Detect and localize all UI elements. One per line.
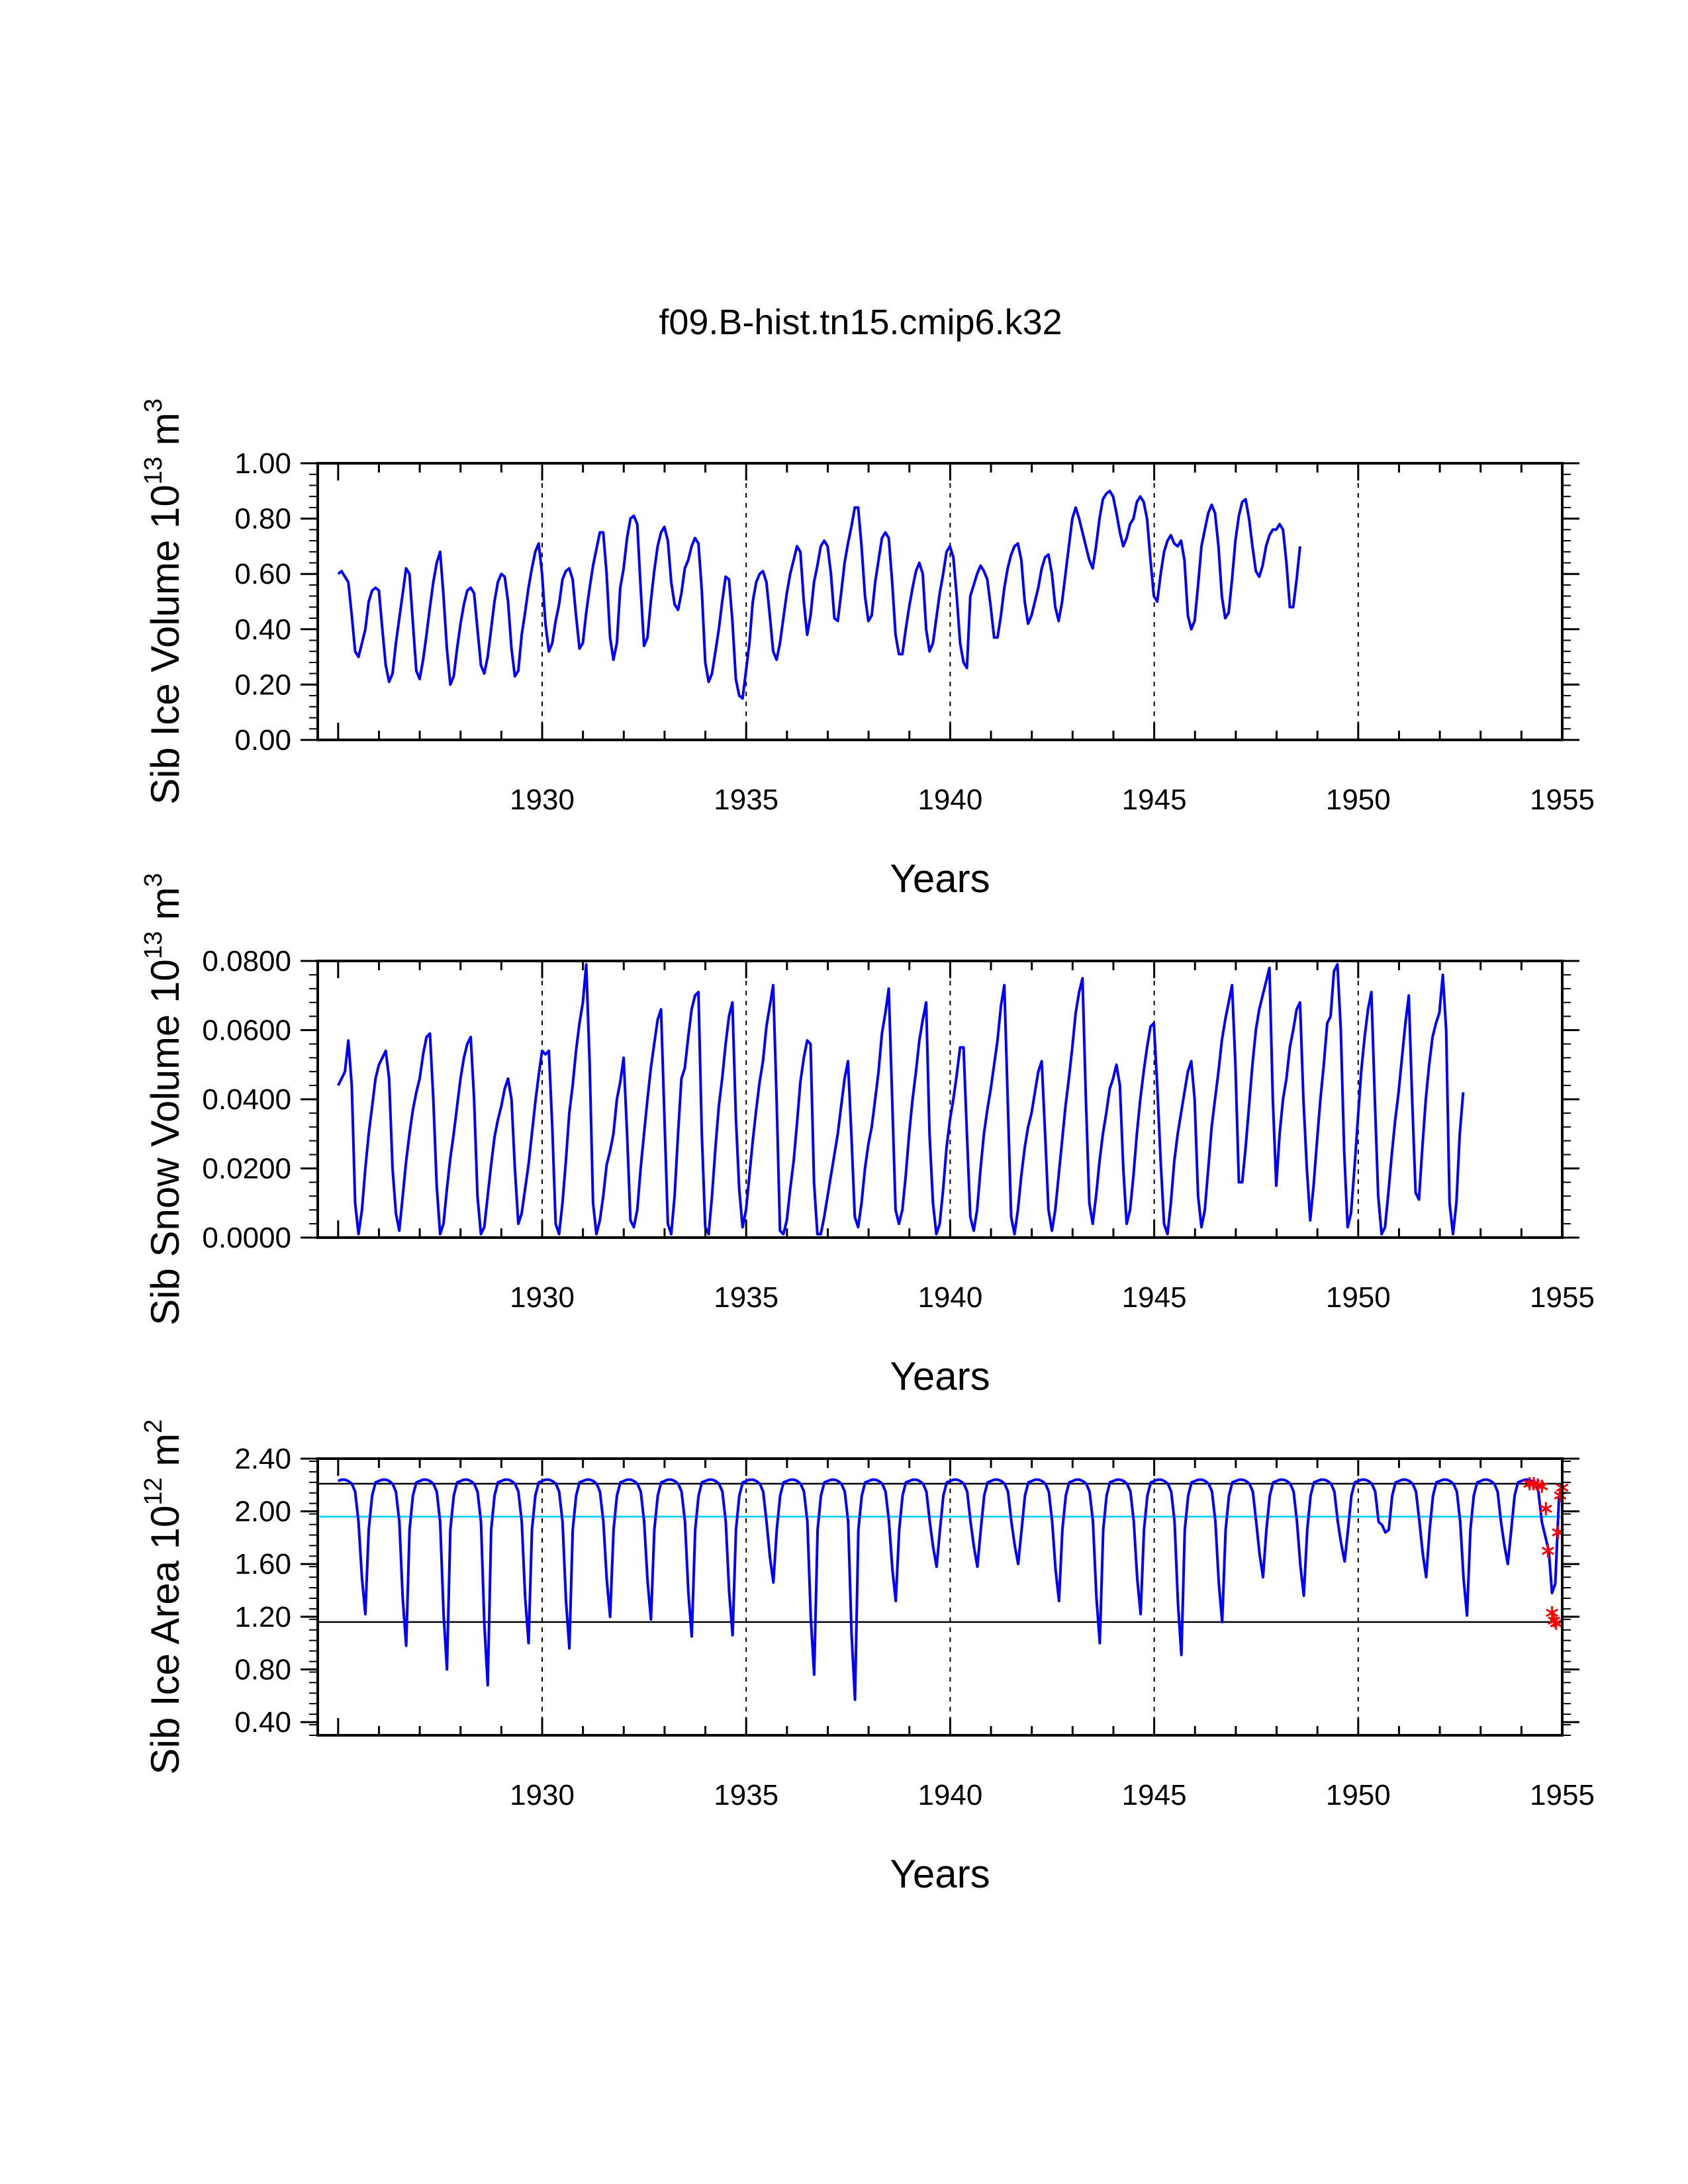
data-series-line (337, 963, 1465, 1236)
x-tick-label: 1950 (1326, 1281, 1391, 1314)
plot-frame (316, 1457, 1564, 1737)
y-tick-label: 2.00 (234, 1496, 291, 1528)
x-tick-label: 1955 (1530, 1281, 1595, 1314)
x-axis-label: Years (890, 1354, 990, 1398)
y-tick-label: 0.0400 (202, 1083, 291, 1116)
y-tick-label: 1.20 (234, 1601, 291, 1633)
marker-stroke (1546, 1608, 1559, 1617)
panel-ice-volume: 1930 1935 1940 1945 1950 1955 0.00 0.20 0.40 0.60… (140, 398, 1595, 901)
x-tick-label: 1935 (714, 784, 778, 816)
panel-snow-volume: 1930 1935 1940 1945 1950 1955 0.0000 0.0200 0.04… (140, 873, 1595, 1398)
figure-title: f09.B-hist.tn15.cmip6.k32 (659, 302, 1062, 342)
x-tick-label: 1950 (1326, 1779, 1391, 1811)
marker-stroke (1550, 1619, 1563, 1628)
panel-ice-area: 1930 1935 1940 1945 1950 1955 0.40 0.80 1.20 1.60… (140, 1419, 1595, 1896)
x-tick-label: 1950 (1326, 784, 1391, 816)
y-tick-label: 0.40 (234, 1706, 291, 1739)
x-tick-label: 1935 (714, 1779, 778, 1811)
y-axis-label: Sib Ice Volume 1013 m3 (140, 398, 187, 805)
y-label-unit: m (143, 412, 187, 457)
x-tick-label: 1935 (714, 1281, 778, 1314)
x-axis-label: Years (890, 1852, 990, 1896)
y-label-main: Sib Snow Volume 10 (143, 959, 187, 1326)
y-axis-label: Sib Snow Volume 1013 m3 (140, 873, 187, 1326)
x-tick-label: 1940 (917, 1281, 982, 1314)
y-tick-label: 1.60 (234, 1548, 291, 1580)
y-label-unit-exponent: 3 (140, 873, 167, 887)
y-label-exponent: 12 (140, 1477, 167, 1505)
x-tick-label: 1940 (917, 1779, 982, 1811)
x-tick-label: 1930 (510, 1281, 575, 1314)
y-tick-label: 0.20 (234, 668, 291, 701)
x-tick-label: 1945 (1122, 1779, 1187, 1811)
data-marker (1550, 1616, 1563, 1630)
x-tick-label: 1945 (1122, 784, 1187, 816)
y-axis-label: Sib Ice Area 1012 m2 (140, 1419, 187, 1774)
data-marker (1535, 1479, 1548, 1493)
x-tick-label: 1930 (510, 1779, 575, 1811)
y-label-exponent: 13 (140, 931, 167, 959)
y-tick-label: 0.00 (234, 724, 291, 756)
y-tick-label: 0.0200 (202, 1153, 291, 1185)
y-tick-label: 0.0600 (202, 1015, 291, 1047)
data-series-line (338, 1478, 1564, 1702)
marker-stroke (1548, 1616, 1561, 1625)
marker-stroke (1535, 1482, 1548, 1491)
y-label-main: Sib Ice Area 10 (143, 1506, 187, 1775)
y-tick-label: 0.80 (234, 1653, 291, 1686)
plot-frame (316, 462, 1564, 741)
y-tick-label: 0.40 (234, 614, 291, 646)
y-tick-label: 0.0000 (202, 1222, 291, 1254)
y-label-unit-exponent: 3 (140, 398, 167, 412)
x-tick-label: 1955 (1530, 1779, 1595, 1811)
data-marker (1541, 1544, 1554, 1558)
data-marker (1554, 1488, 1567, 1502)
data-series-line (337, 489, 1301, 700)
x-tick-label: 1930 (510, 784, 575, 816)
marker-stroke (1541, 1547, 1554, 1555)
x-tick-label: 1955 (1530, 784, 1595, 816)
y-label-unit: m (143, 1433, 187, 1478)
y-label-unit: m (143, 887, 187, 931)
data-marker (1539, 1502, 1552, 1516)
marker-stroke (1539, 1504, 1552, 1513)
y-tick-label: 0.80 (234, 503, 291, 535)
y-tick-label: 1.00 (234, 447, 291, 480)
x-axis-label: Years (890, 856, 990, 901)
y-label-exponent: 13 (140, 457, 167, 484)
data-marker (1546, 1606, 1559, 1619)
x-tick-label: 1945 (1122, 1281, 1187, 1314)
y-label-main: Sib Ice Volume 10 (143, 484, 187, 805)
y-tick-label: 0.60 (234, 558, 291, 590)
x-tick-label: 1940 (917, 784, 982, 816)
y-tick-label: 0.0800 (202, 945, 291, 978)
y-tick-label: 2.40 (234, 1443, 291, 1475)
y-label-unit-exponent: 2 (140, 1419, 167, 1433)
